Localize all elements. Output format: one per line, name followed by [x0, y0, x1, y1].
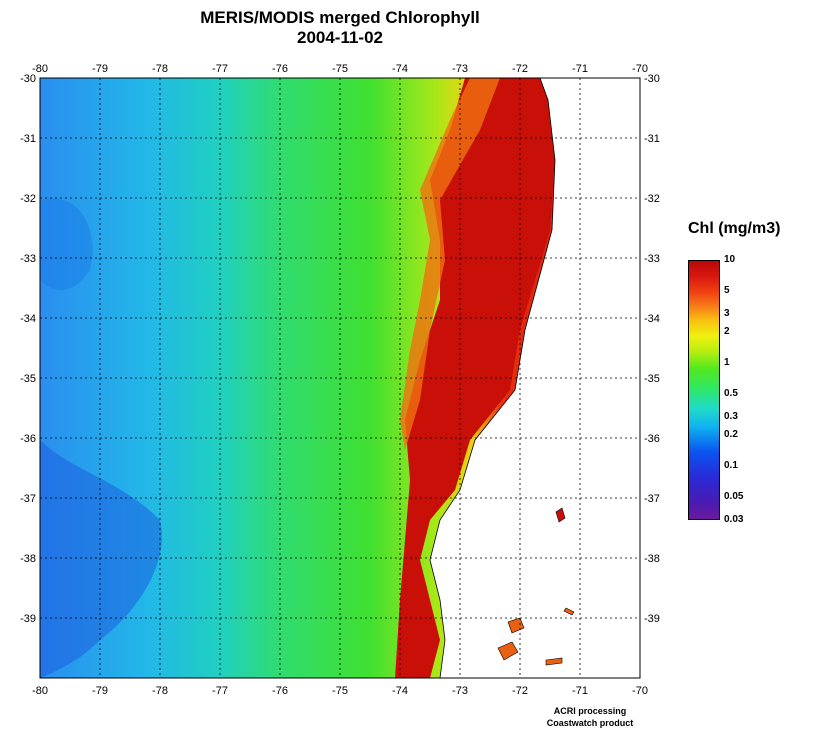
map-title: MERIS/MODIS merged Chlorophyll 2004-11-0… [80, 8, 600, 48]
legend-label: 10 [724, 254, 736, 265]
lon-tick-bottom: -78 [152, 685, 168, 697]
legend-label: 1 [724, 357, 730, 369]
lat-tick-right: -30 [644, 73, 660, 85]
lon-tick-top: -80 [32, 63, 48, 75]
lon-tick-top: -78 [152, 63, 168, 75]
legend-label: 0.3 [724, 410, 738, 422]
lon-tick-top: -71 [572, 63, 588, 75]
lat-tick-right: -39 [644, 613, 660, 625]
title-line-1: MERIS/MODIS merged Chlorophyll [200, 8, 480, 27]
lon-tick-top: -75 [332, 63, 348, 75]
lat-tick-right: -37 [644, 493, 660, 505]
lat-tick-left: -36 [20, 433, 36, 445]
legend-label: 0.1 [724, 460, 738, 472]
island [497, 641, 519, 661]
lon-tick-bottom: -71 [572, 685, 588, 697]
lat-tick-left: -39 [20, 613, 36, 625]
lat-tick-left: -30 [20, 73, 36, 85]
lat-tick-right: -34 [644, 313, 660, 325]
graticule [40, 78, 640, 678]
legend-label: 0.5 [724, 388, 738, 400]
lon-tick-bottom: -76 [272, 685, 288, 697]
legend-label: 0.2 [724, 429, 738, 441]
credit-processing: ACRI processing [553, 706, 627, 716]
axis-ticks: -80 -80 -79 -79 -78 -78 -77 -77 -76 -76 -75 -75 -74 -… [20, 63, 660, 697]
lon-tick-top: -74 [392, 63, 408, 75]
legend-label: 2 [724, 326, 730, 338]
lat-tick-left: -31 [20, 133, 36, 145]
credit-product: Coastwatch product [546, 718, 634, 728]
lon-tick-top: -72 [512, 63, 528, 75]
legend-label: 3 [724, 307, 730, 319]
lon-tick-top: -73 [452, 63, 468, 75]
lon-tick-bottom: -77 [212, 685, 228, 697]
lat-tick-left: -38 [20, 553, 36, 565]
lon-tick-top: -70 [632, 63, 648, 75]
lat-tick-right: -35 [644, 373, 660, 385]
bloom-edge [400, 78, 500, 450]
lon-tick-bottom: -80 [32, 685, 48, 697]
low-chl-patch [40, 440, 162, 678]
island [545, 657, 563, 666]
title-date: 2004-11-02 [296, 28, 384, 47]
lat-tick-left: -33 [20, 253, 36, 265]
island [555, 507, 566, 523]
legend-label: 0.03 [724, 514, 744, 525]
lat-tick-right: -36 [644, 433, 660, 445]
lon-tick-top: -79 [92, 63, 108, 75]
island [563, 607, 575, 616]
lat-tick-left: -32 [20, 193, 36, 205]
lat-tick-right: -38 [644, 553, 660, 565]
lat-tick-right: -31 [644, 133, 660, 145]
lon-tick-bottom: -75 [332, 685, 348, 697]
legend-label: 5 [724, 285, 730, 297]
lat-tick-left: -34 [20, 313, 36, 325]
legend-label: 0.05 [724, 491, 744, 503]
lon-tick-top: -76 [272, 63, 288, 75]
lon-tick-bottom: -79 [92, 685, 108, 697]
low-chl-patch-2 [40, 198, 93, 290]
color-scale-bar [688, 260, 720, 520]
lat-tick-left: -35 [20, 373, 36, 385]
credit: ACRI processing Coastwatch product [530, 705, 650, 729]
lat-tick-right: -32 [644, 193, 660, 205]
lon-tick-top: -77 [212, 63, 228, 75]
lat-tick-left: -37 [20, 493, 36, 505]
lon-tick-bottom: -72 [512, 685, 528, 697]
lon-tick-bottom: -70 [632, 685, 648, 697]
legend-title: Chl (mg/m3) [688, 220, 781, 237]
lat-tick-right: -33 [644, 253, 660, 265]
lon-tick-bottom: -73 [452, 685, 468, 697]
lon-tick-bottom: -74 [392, 685, 408, 697]
coastal-bloom [395, 78, 560, 678]
